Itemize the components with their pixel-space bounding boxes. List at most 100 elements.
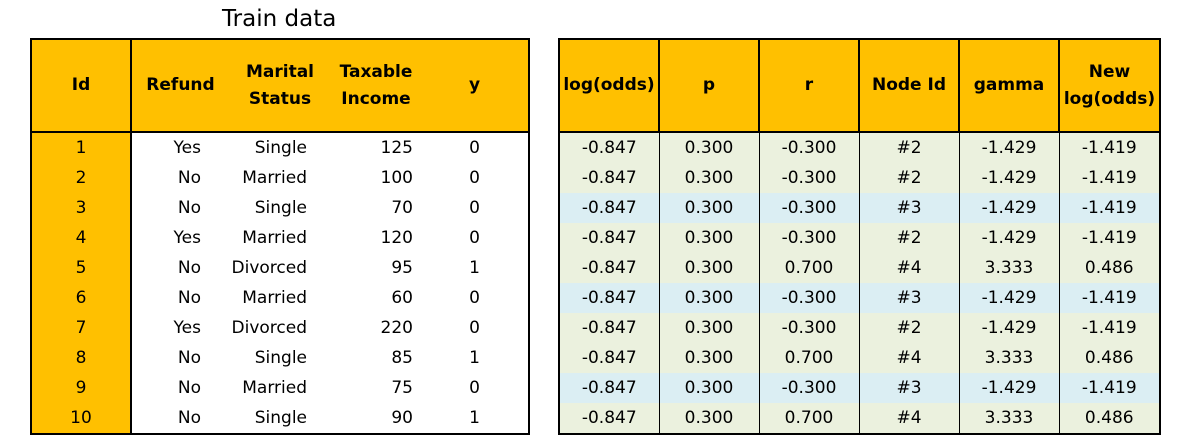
cell-log-odds: -0.847 (558, 223, 660, 253)
table-row: -0.847 0.300 -0.300 #2 -1.429 -1.419 (558, 163, 1161, 193)
cell-log-odds: -0.847 (558, 163, 660, 193)
cell-marital-status: Married (242, 168, 307, 188)
cell-taxable-income: 70 (391, 198, 413, 218)
header-marital-line1: Marital (245, 61, 315, 82)
cell-taxable-income: 60 (391, 288, 413, 308)
cell-log-odds: -0.847 (558, 313, 660, 343)
boosting-calc-table: log(odds) p r Node Id gamma New log(odds)… (558, 38, 1161, 435)
cell-new-log-odds: -1.419 (1058, 163, 1161, 193)
table-row: -0.847 0.300 -0.300 #2 -1.429 -1.419 (558, 132, 1161, 163)
header-marital-status: Marital Status (229, 39, 331, 133)
train-data-table: Id Refund Marital Status Taxable Income y … (30, 38, 530, 435)
cell-new-log-odds: 0.486 (1058, 343, 1161, 373)
cell-node-id: #2 (858, 132, 960, 163)
table-row: 9 No Married 75 0 (31, 373, 529, 403)
cell-marital-status: Married (242, 378, 307, 398)
header-y: y (421, 39, 529, 133)
cell-log-odds: -0.847 (558, 403, 660, 434)
table-row: 7 Yes Divorced 220 0 (31, 313, 529, 343)
cell-r: -0.300 (758, 193, 860, 223)
cell-y: 0 (469, 138, 480, 158)
cell-p: 0.300 (658, 223, 760, 253)
cell-gamma: 3.333 (958, 403, 1060, 434)
table-row: -0.847 0.300 0.700 #4 3.333 0.486 (558, 253, 1161, 283)
cell-r: -0.300 (758, 373, 860, 403)
cell-log-odds: -0.847 (558, 373, 660, 403)
cell-id: 6 (31, 283, 132, 313)
cell-id: 4 (31, 223, 132, 253)
header-income-line2: Income (341, 88, 411, 109)
cell-new-log-odds: -1.419 (1058, 193, 1161, 223)
cell-log-odds: -0.847 (558, 253, 660, 283)
table-row: -0.847 0.300 0.700 #4 3.333 0.486 (558, 343, 1161, 373)
table-row: -0.847 0.300 -0.300 #3 -1.429 -1.419 (558, 193, 1161, 223)
header-new-log-odds: New log(odds) (1058, 38, 1161, 133)
cell-new-log-odds: 0.486 (1058, 403, 1161, 434)
cell-y: 0 (469, 228, 480, 248)
cell-marital-status: Single (254, 138, 307, 158)
cell-new-log-odds: -1.419 (1058, 283, 1161, 313)
header-new-line2: log(odds) (1063, 88, 1156, 109)
cell-r: -0.300 (758, 223, 860, 253)
cell-node-id: #4 (858, 343, 960, 373)
cell-r: -0.300 (758, 283, 860, 313)
cell-id: 7 (31, 313, 132, 343)
cell-y: 1 (469, 348, 480, 368)
cell-refund: Yes (173, 228, 201, 248)
cell-marital-status: Divorced (231, 318, 308, 338)
cell-refund: No (177, 288, 201, 308)
cell-r: -0.300 (758, 313, 860, 343)
cell-refund: No (177, 258, 201, 278)
table-row: 3 No Single 70 0 (31, 193, 529, 223)
cell-refund: No (177, 348, 201, 368)
header-r: r (758, 38, 860, 133)
cell-gamma: -1.429 (958, 373, 1060, 403)
train-header-row: Id Refund Marital Status Taxable Income y (31, 39, 529, 133)
cell-y: 0 (469, 318, 480, 338)
cell-new-log-odds: -1.419 (1058, 132, 1161, 163)
cell-y: 0 (469, 378, 480, 398)
header-new-line1: New (1088, 61, 1131, 82)
cell-node-id: #2 (858, 163, 960, 193)
cell-gamma: -1.429 (958, 313, 1060, 343)
header-taxable-income: Taxable Income (331, 39, 421, 133)
cell-taxable-income: 95 (391, 258, 413, 278)
cell-p: 0.300 (658, 313, 760, 343)
cell-log-odds: -0.847 (558, 283, 660, 313)
cell-id: 2 (31, 163, 132, 193)
cell-r: -0.300 (758, 163, 860, 193)
cell-log-odds: -0.847 (558, 193, 660, 223)
cell-refund: No (177, 408, 201, 428)
cell-new-log-odds: -1.419 (1058, 373, 1161, 403)
cell-marital-status: Married (242, 228, 307, 248)
cell-taxable-income: 90 (391, 408, 413, 428)
cell-r: 0.700 (758, 253, 860, 283)
table-row: -0.847 0.300 -0.300 #2 -1.429 -1.419 (558, 223, 1161, 253)
table-row: -0.847 0.300 0.700 #4 3.333 0.486 (558, 403, 1161, 434)
header-node-id: Node Id (858, 38, 960, 133)
table-row: 6 No Married 60 0 (31, 283, 529, 313)
cell-gamma: -1.429 (958, 163, 1060, 193)
cell-marital-status: Single (254, 408, 307, 428)
cell-gamma: -1.429 (958, 193, 1060, 223)
cell-node-id: #4 (858, 403, 960, 434)
cell-refund: No (177, 378, 201, 398)
table-row: 2 No Married 100 0 (31, 163, 529, 193)
cell-new-log-odds: -1.419 (1058, 313, 1161, 343)
cell-p: 0.300 (658, 343, 760, 373)
header-p: p (658, 38, 760, 133)
cell-new-log-odds: 0.486 (1058, 253, 1161, 283)
cell-taxable-income: 125 (380, 138, 413, 158)
header-id: Id (31, 39, 132, 133)
cell-new-log-odds: -1.419 (1058, 223, 1161, 253)
cell-y: 1 (469, 408, 480, 428)
cell-node-id: #3 (858, 283, 960, 313)
cell-log-odds: -0.847 (558, 132, 660, 163)
cell-marital-status: Divorced (231, 258, 308, 278)
table-row: -0.847 0.300 -0.300 #3 -1.429 -1.419 (558, 283, 1161, 313)
cell-y: 1 (469, 258, 480, 278)
table-row: 8 No Single 85 1 (31, 343, 529, 373)
cell-gamma: -1.429 (958, 283, 1060, 313)
cell-gamma: 3.333 (958, 343, 1060, 373)
cell-taxable-income: 75 (391, 378, 413, 398)
